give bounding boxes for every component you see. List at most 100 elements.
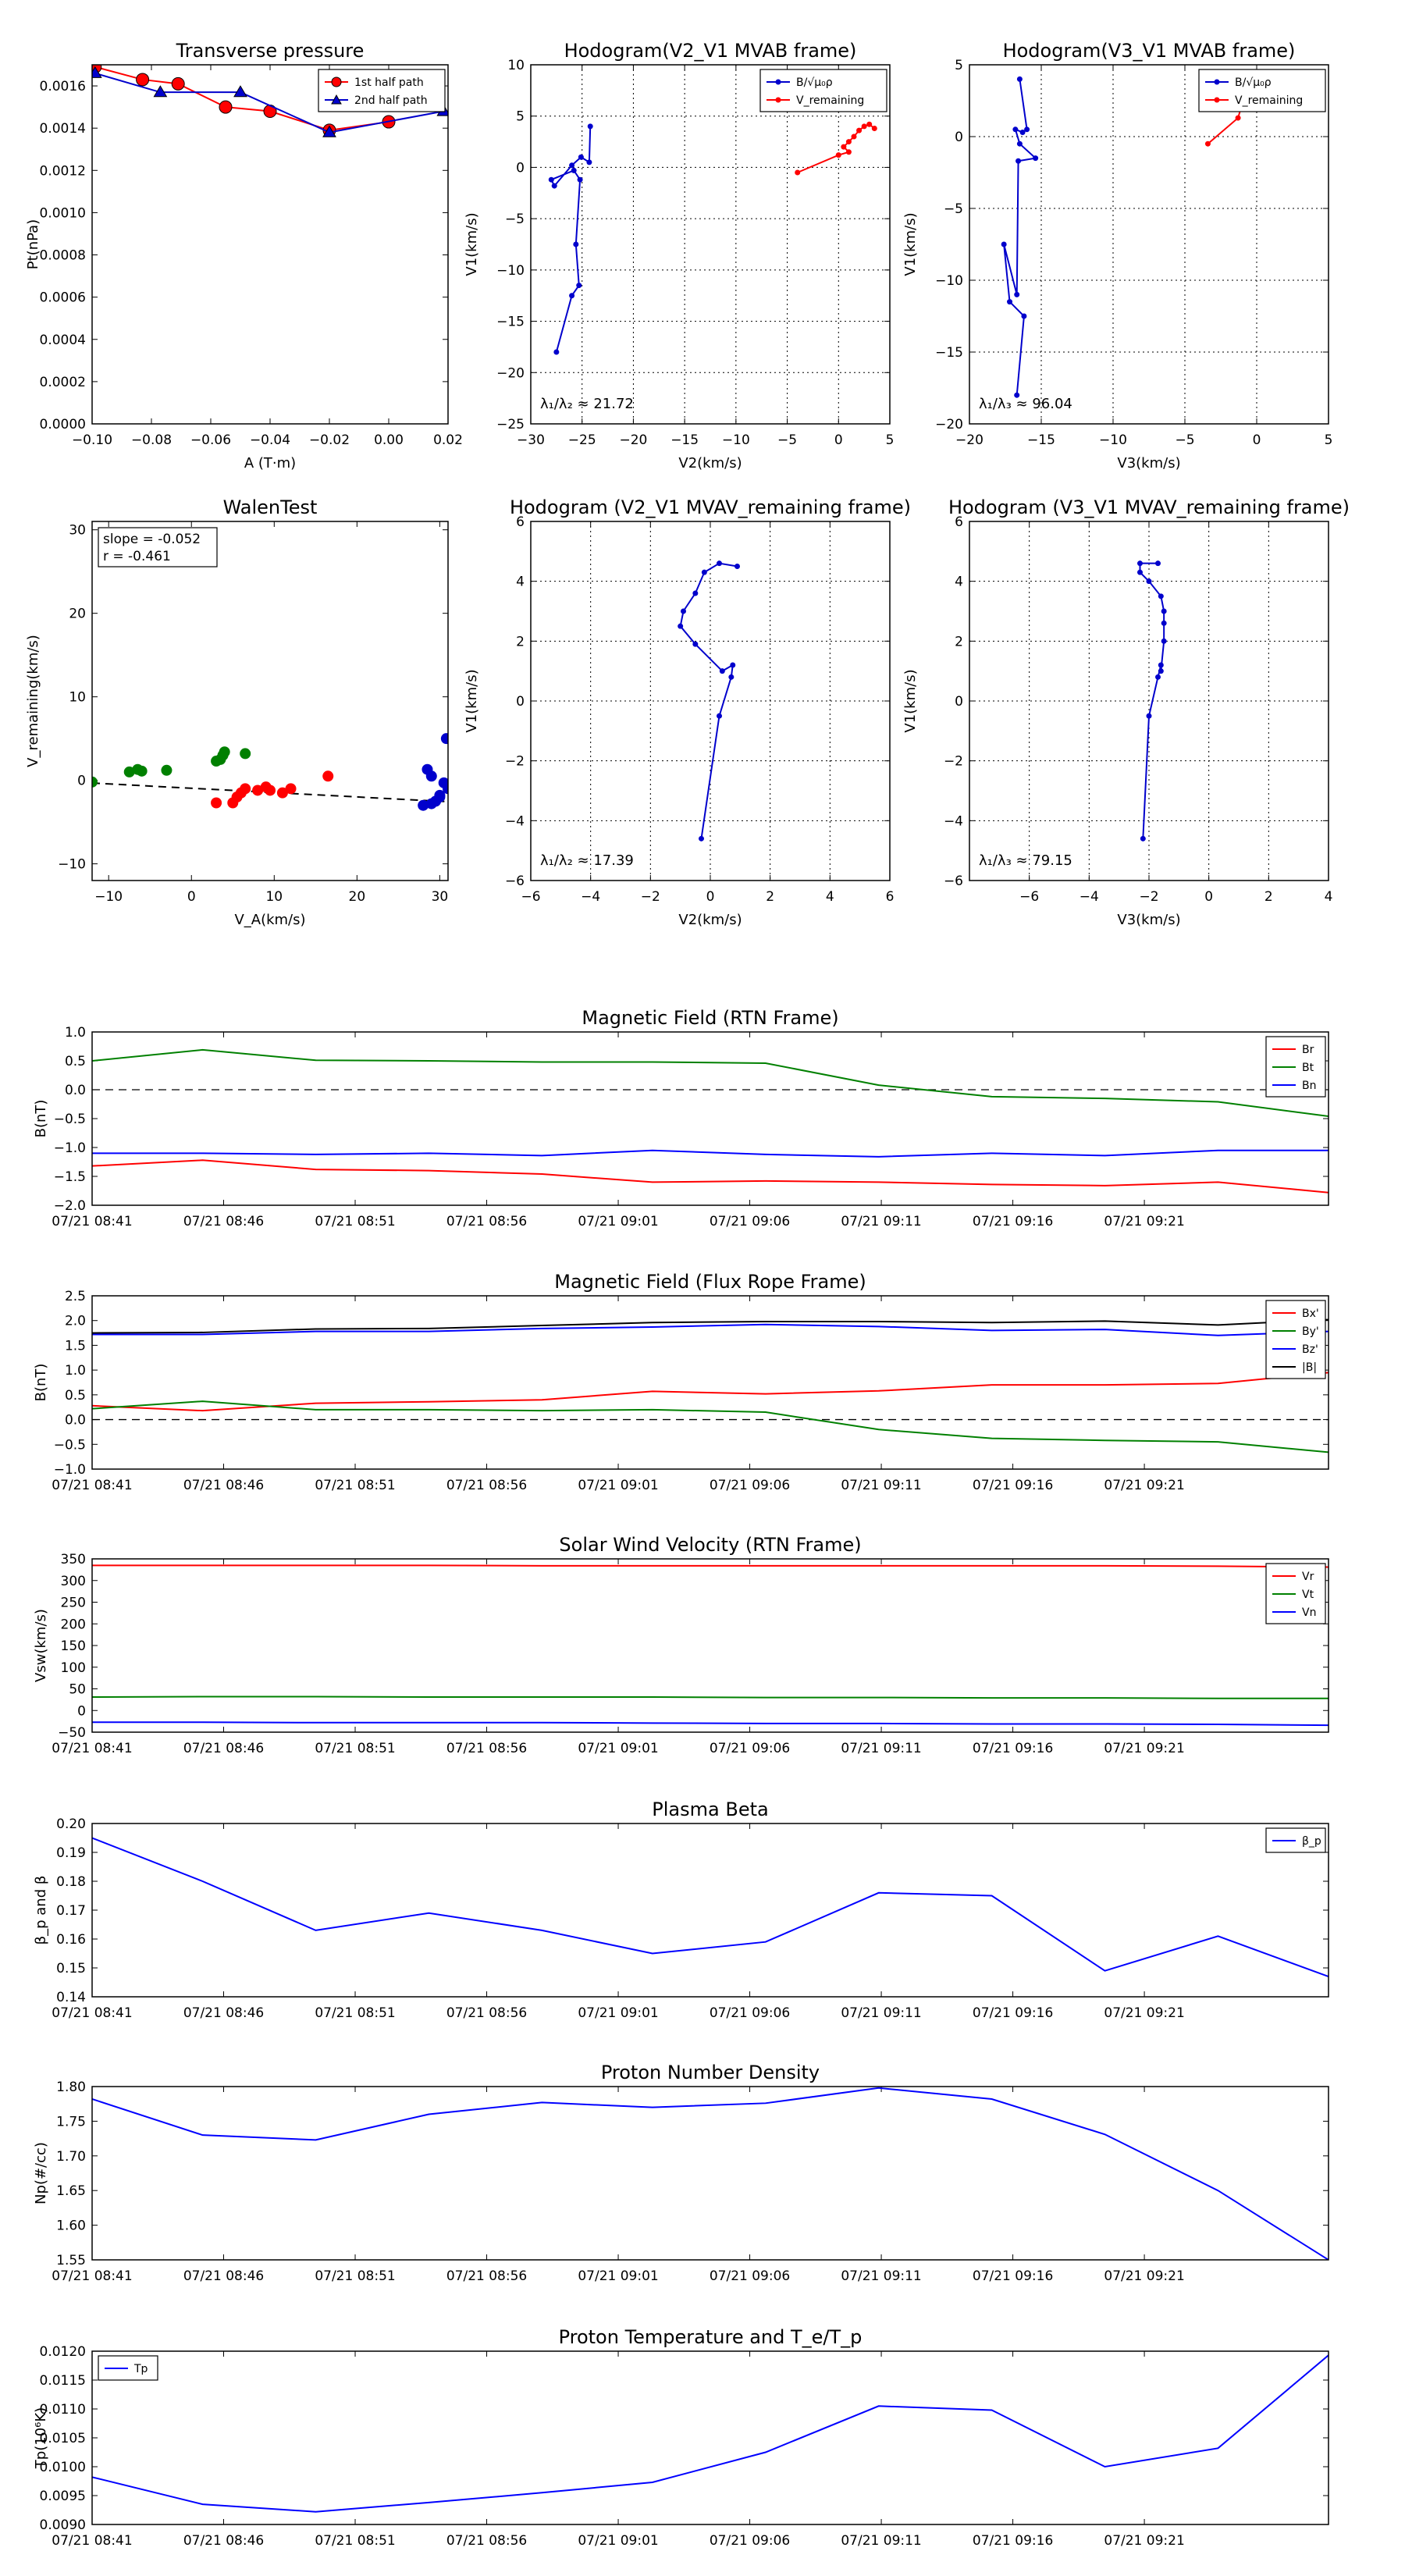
x-axis-label: V2(km/s): [678, 455, 742, 471]
x-tick-label: 07/21 08:41: [52, 1214, 132, 1229]
chart-title: Hodogram(V2_V1 MVAB frame): [564, 40, 857, 62]
data-point: [1161, 608, 1167, 614]
x-tick-label: −5: [777, 432, 797, 448]
x-tick-label: 07/21 09:16: [973, 1741, 1053, 1756]
series-group: [92, 1318, 1329, 1453]
x-tick-label: −5: [1175, 432, 1194, 448]
x-tick-label: 07/21 09:06: [710, 2533, 790, 2549]
x-tick-label: 0.02: [433, 432, 463, 448]
data-point: [92, 66, 102, 78]
data-point: [1158, 593, 1164, 600]
data-point: [443, 783, 448, 795]
y-tick-label: 1.0: [65, 1363, 86, 1379]
plot-frame: [969, 521, 1329, 881]
x-tick-label: −10: [722, 432, 750, 448]
x-tick-label: 07/21 09:06: [710, 1741, 790, 1756]
y-axis-label: V1(km/s): [902, 669, 919, 732]
x-tick-label: −2: [1139, 889, 1158, 905]
data-point: [835, 152, 841, 158]
data-point: [548, 176, 554, 183]
x-tick-label: 07/21 08:46: [183, 2005, 264, 2021]
data-point: [1024, 126, 1030, 133]
chart-title: Transverse pressure: [176, 40, 365, 62]
data-point: [717, 560, 722, 567]
y-tick-label: −0.5: [54, 1437, 86, 1453]
data-point: [233, 85, 247, 98]
y-tick-label: 0.0016: [40, 79, 86, 94]
data-point: [717, 713, 722, 719]
chart-title: Magnetic Field (RTN Frame): [582, 1007, 838, 1029]
data-point: [1019, 129, 1026, 135]
chart-title: Proton Temperature and T_e/T_p: [559, 2326, 863, 2348]
y-tick-label: 0: [955, 130, 963, 145]
y-tick-label: 4: [955, 575, 963, 590]
legend-label: Br: [1302, 1044, 1314, 1056]
x-axis-label: V3(km/s): [1117, 912, 1180, 928]
plot-frame: [969, 64, 1329, 425]
data-point: [861, 123, 867, 130]
y-tick-label: 0.0004: [40, 333, 86, 348]
series-line: [92, 2087, 1329, 2260]
x-tick-label: 07/21 08:41: [52, 1478, 132, 1493]
legend: B/√μ₀ρ V_remaining: [759, 69, 887, 112]
data-point: [136, 73, 150, 87]
data-point: [136, 765, 148, 777]
x-tick-label: 0: [706, 889, 715, 905]
x-axis-label: V_A(km/s): [234, 912, 305, 928]
data-point: [735, 564, 740, 569]
series-group: [92, 1837, 1329, 1978]
data-point: [171, 76, 185, 91]
data-point: [92, 776, 98, 788]
series-group: [92, 1564, 1329, 1727]
x-tick-label: 07/21 09:16: [973, 2268, 1053, 2284]
y-tick-label: 0.19: [56, 1845, 86, 1861]
x-tick-label: 07/21 09:11: [841, 2268, 921, 2284]
data-point: [1137, 569, 1143, 575]
data-point: [866, 121, 873, 127]
x-tick-label: 07/21 09:01: [578, 2268, 658, 2284]
y-tick-label: −6: [505, 873, 525, 889]
x-tick-label: 07/21 08:56: [446, 1214, 527, 1229]
series-line: [92, 1400, 1329, 1453]
data-point: [1204, 141, 1211, 147]
legend-box: [1198, 69, 1326, 112]
data-point: [678, 623, 684, 629]
legend-marker: [775, 79, 781, 85]
y-tick-label: −50: [58, 1725, 86, 1741]
data-point: [856, 127, 863, 133]
y-tick-label: −1.5: [54, 1169, 86, 1185]
plot-frame: [91, 1031, 1329, 1206]
series-line: [679, 562, 738, 839]
plot-h3: Hodogram (V2_V1 MVAV_remaining frame)−6−…: [464, 496, 911, 928]
x-tick-label: 07/21 09:06: [710, 1478, 790, 1493]
x-tick-label: 07/21 08:46: [183, 2533, 264, 2549]
y-axis-label: V1(km/s): [464, 212, 480, 276]
y-tick-label: −5: [505, 212, 525, 227]
y-tick-label: 0.5: [65, 1054, 86, 1069]
chart-title: Magnetic Field (Flux Rope Frame): [554, 1271, 866, 1293]
series-line: [92, 1721, 1329, 1727]
y-tick-label: 100: [61, 1660, 86, 1676]
x-tick-label: 07/21 09:01: [578, 1478, 658, 1493]
y-tick-label: −5: [944, 201, 963, 217]
series-group: [678, 560, 740, 841]
annotation-box: slope = -0.052 r = -0.461: [98, 527, 218, 568]
plot-bf_fr: Magnetic Field (Flux Rope Frame) 07/21 08…: [33, 1271, 1329, 1493]
data-point: [681, 608, 686, 614]
data-point: [1155, 560, 1161, 567]
x-tick-label: −0.10: [72, 432, 112, 448]
series-group: [92, 65, 448, 137]
x-tick-label: 5: [1325, 432, 1333, 448]
x-tick-label: −20: [619, 432, 647, 448]
x-tick-label: 07/21 08:41: [52, 2005, 132, 2021]
y-tick-label: 0: [955, 694, 963, 710]
data-point: [1146, 578, 1152, 585]
y-tick-label: −2: [944, 754, 963, 770]
y-tick-label: 0.0095: [40, 2489, 86, 2504]
legend-label: Bt: [1302, 1062, 1314, 1074]
plot-h4: Hodogram (V3_V1 MVAV_remaining frame) −6 −…: [902, 496, 1350, 928]
x-tick-label: −4: [581, 889, 600, 905]
data-point: [569, 293, 575, 299]
data-point: [1140, 835, 1146, 841]
y-axis-label: V_remaining(km/s): [25, 635, 41, 767]
